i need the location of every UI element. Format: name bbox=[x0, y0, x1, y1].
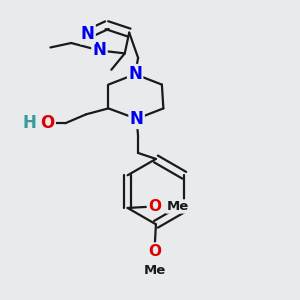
Text: N: N bbox=[81, 25, 94, 43]
Text: O: O bbox=[148, 199, 161, 214]
Text: N: N bbox=[92, 41, 106, 59]
Text: Me: Me bbox=[143, 263, 166, 277]
Text: O: O bbox=[40, 114, 55, 132]
Text: Me: Me bbox=[166, 200, 188, 213]
Text: O: O bbox=[148, 244, 161, 259]
Text: H: H bbox=[23, 114, 37, 132]
Text: N: N bbox=[128, 65, 142, 83]
Text: N: N bbox=[130, 110, 144, 128]
